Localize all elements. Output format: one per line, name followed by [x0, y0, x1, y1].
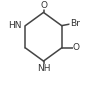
Text: O: O [40, 66, 47, 75]
Text: Br: Br [70, 19, 80, 28]
Text: NH: NH [37, 64, 50, 73]
Text: O: O [73, 43, 80, 52]
Text: HN: HN [9, 21, 22, 30]
Text: O: O [40, 1, 47, 10]
